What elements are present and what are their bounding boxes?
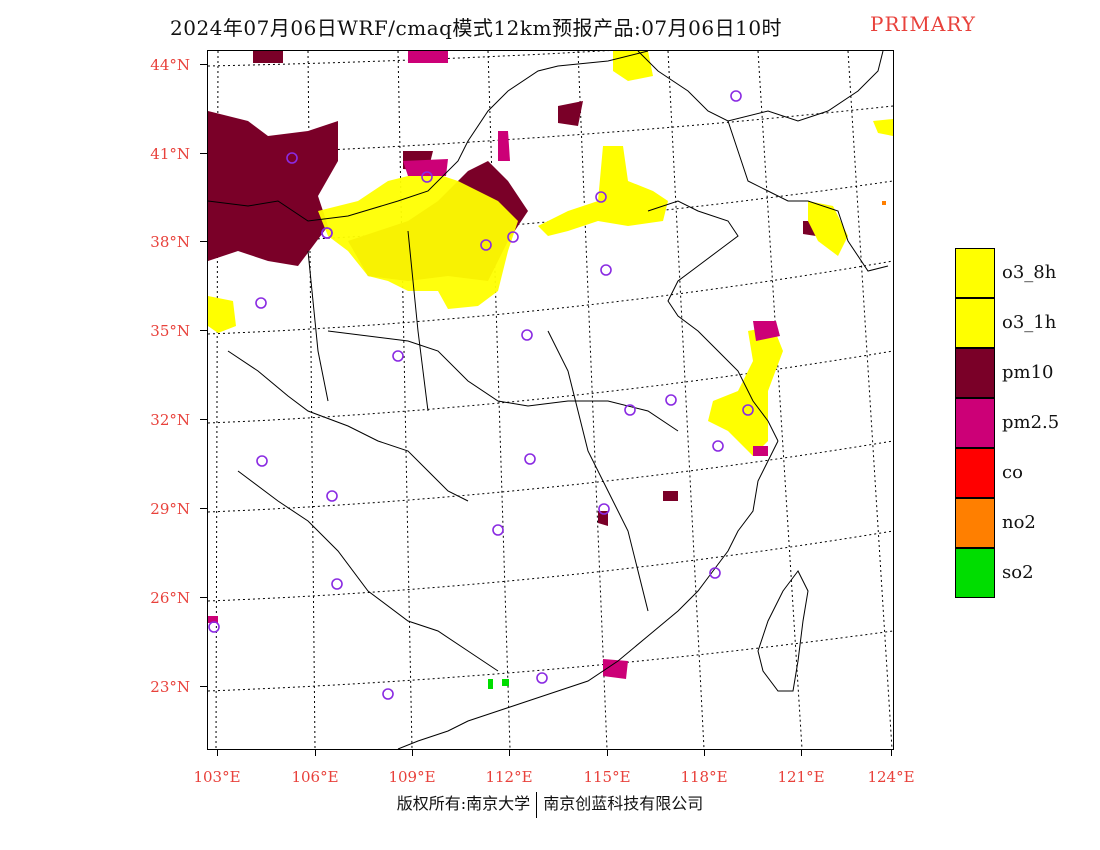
lat-label-23: 23°N — [150, 678, 190, 696]
legend-item-pm25: pm2.5 — [955, 398, 1095, 448]
map-canvas — [208, 51, 893, 749]
legend-swatch — [955, 498, 995, 548]
lon-tick — [801, 749, 802, 756]
lon-label-121: 121°E — [777, 768, 825, 786]
lat-tick — [200, 241, 207, 242]
lat-tick — [200, 153, 207, 154]
boundaries — [208, 51, 889, 749]
lon-tick — [704, 749, 705, 756]
copyright-footer: 版权所有:南京大学 南京创蓝科技有限公司 — [0, 790, 1100, 818]
lon-label-109: 109°E — [388, 768, 436, 786]
lon-label-106: 106°E — [291, 768, 339, 786]
legend-swatch — [955, 548, 995, 598]
lon-tick — [509, 749, 510, 756]
lat-label-29: 29°N — [150, 500, 190, 518]
lat-tick — [200, 419, 207, 420]
legend-item-co: co — [955, 448, 1095, 498]
legend-swatch — [955, 348, 995, 398]
forecast-map — [207, 50, 894, 750]
legend-label: so2 — [1002, 562, 1034, 583]
lon-label-124: 124°E — [867, 768, 915, 786]
lon-label-112: 112°E — [485, 768, 533, 786]
legend-item-o3-1h: o3_1h — [955, 298, 1095, 348]
legend-label: o3_8h — [1002, 262, 1057, 283]
lat-tick — [200, 597, 207, 598]
legend-swatch — [955, 448, 995, 498]
lon-tick — [891, 749, 892, 756]
lon-tick — [217, 749, 218, 756]
copyright-divider — [536, 791, 538, 818]
lat-label-41: 41°N — [150, 145, 190, 163]
lat-tick — [200, 330, 207, 331]
lat-tick — [200, 508, 207, 509]
legend-item-pm10: pm10 — [955, 348, 1095, 398]
lon-tick — [607, 749, 608, 756]
legend-item-so2: so2 — [955, 548, 1095, 598]
station-markers — [208, 90, 754, 700]
so2-patches — [488, 679, 509, 689]
legend-swatch — [955, 298, 995, 348]
legend-label: pm10 — [1002, 362, 1054, 383]
lon-label-118: 118°E — [680, 768, 728, 786]
legend-swatch — [955, 248, 995, 298]
map-title: 2024年07月06日WRF/cmaq模式12km预报产品:07月06日10时 — [170, 16, 783, 40]
lat-label-35: 35°N — [150, 322, 190, 340]
title-bar: 2024年07月06日WRF/cmaq模式12km预报产品:07月06日10时 … — [0, 10, 1100, 42]
pm10-patches — [208, 51, 818, 526]
lat-label-38: 38°N — [150, 233, 190, 251]
lat-label-26: 26°N — [150, 589, 190, 607]
copyright-owner: 版权所有:南京大学 — [396, 794, 531, 813]
lat-label-44: 44°N — [150, 56, 190, 74]
legend-label: o3_1h — [1002, 312, 1057, 333]
legend-label: pm2.5 — [1002, 412, 1060, 433]
lon-tick — [315, 749, 316, 756]
lon-label-103: 103°E — [193, 768, 241, 786]
no2-patches — [882, 201, 886, 205]
legend-item-o3-8h: o3_8h — [955, 248, 1095, 298]
pollutant-legend: o3_8h o3_1h pm10 pm2.5 co no2 so2 — [955, 248, 1095, 598]
lat-tick — [200, 686, 207, 687]
legend-swatch — [955, 398, 995, 448]
legend-label: no2 — [1002, 512, 1036, 533]
legend-label: co — [1002, 462, 1023, 483]
lon-tick — [412, 749, 413, 756]
o3-patches — [208, 51, 893, 456]
lat-tick — [200, 64, 207, 65]
lon-label-115: 115°E — [583, 768, 631, 786]
lat-label-32: 32°N — [150, 411, 190, 429]
pm25-patches — [208, 51, 780, 679]
primary-tag: PRIMARY — [870, 12, 976, 36]
copyright-company: 南京创蓝科技有限公司 — [543, 794, 704, 813]
legend-item-no2: no2 — [955, 498, 1095, 548]
